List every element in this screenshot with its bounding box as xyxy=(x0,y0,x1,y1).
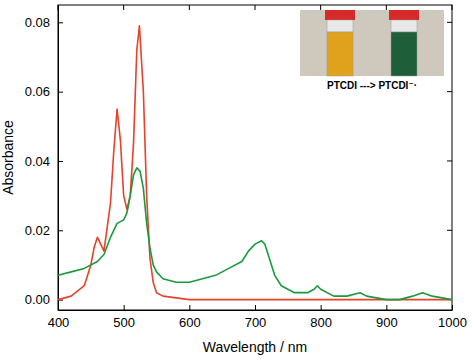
vial-solution xyxy=(391,32,417,76)
spectrum-line xyxy=(58,168,452,300)
x-axis: 400 500 600 700 800 900 1000 xyxy=(48,305,467,330)
x-tick-label: 600 xyxy=(179,315,201,330)
vial-cap xyxy=(325,10,355,20)
y-tick-mark xyxy=(58,230,63,231)
x-tick-mark xyxy=(321,305,322,310)
y-tick: 0.00 xyxy=(25,292,63,307)
x-tick-label: 500 xyxy=(113,315,135,330)
x-tick: 700 xyxy=(245,305,267,330)
x-tick-label: 700 xyxy=(245,315,267,330)
x-tick: 900 xyxy=(376,305,398,330)
y-tick-label: 0.08 xyxy=(25,15,50,30)
y-tick-mark xyxy=(58,161,63,162)
x-tick-mark xyxy=(452,305,453,310)
y-tick-mark xyxy=(58,92,63,93)
x-tick-mark xyxy=(189,305,190,310)
y-tick-label: 0.04 xyxy=(25,154,50,169)
x-tick: 500 xyxy=(113,305,135,330)
inset-background xyxy=(300,10,444,76)
y-tick-label: 0.06 xyxy=(25,84,50,99)
y-tick-label: 0.00 xyxy=(25,292,50,307)
x-tick-mark-top xyxy=(452,5,453,10)
plot: 40050060070080090010000.000.020.040.060.… xyxy=(25,5,467,330)
x-tick-label: 400 xyxy=(48,315,70,330)
y-tick-mark-right xyxy=(447,22,452,23)
y-tick-mark-right xyxy=(447,91,452,92)
series-group xyxy=(58,26,452,300)
vial-glass xyxy=(327,20,353,32)
x-tick-label: 900 xyxy=(376,315,398,330)
y-tick: 0.06 xyxy=(25,84,63,99)
plot-frame xyxy=(58,5,452,310)
x-axis-title: Wavelength / nm xyxy=(203,339,308,355)
y-axis-title: Absorbance xyxy=(0,120,16,195)
x-tick-label: 1000 xyxy=(438,315,467,330)
x-tick-mark-top xyxy=(255,5,256,10)
x-tick-mark-top xyxy=(58,5,59,10)
y-tick-mark-right xyxy=(447,160,452,161)
y-tick: 0.02 xyxy=(25,223,63,238)
vial-glass xyxy=(391,20,417,32)
y-axis: 0.00 0.02 0.04 0.06 0.08 xyxy=(25,6,63,311)
chart: 40050060070080090010000.000.020.040.060.… xyxy=(0,0,472,360)
x-tick-mark-top xyxy=(386,5,387,10)
spectrum-line xyxy=(58,26,452,300)
inset xyxy=(300,10,444,76)
y-tick-mark-right xyxy=(447,230,452,231)
y-tick-label: 0.02 xyxy=(25,223,50,238)
x-tick-label: 800 xyxy=(310,315,332,330)
y-tick-mark xyxy=(58,22,63,23)
x-tick-mark xyxy=(124,305,125,310)
y-tick: 0.04 xyxy=(25,154,63,169)
x-tick-mark-top xyxy=(189,5,190,10)
x-axis-line xyxy=(59,310,453,311)
x-tick-mark xyxy=(386,305,387,310)
x-tick-mark-top xyxy=(123,5,124,10)
vial-cap xyxy=(389,10,419,20)
x-tick: 800 xyxy=(310,305,332,330)
x-tick-mark-top xyxy=(320,5,321,10)
x-tick: 600 xyxy=(179,305,201,330)
x-tick-mark xyxy=(255,305,256,310)
y-tick: 0.08 xyxy=(25,15,63,30)
vial-solution xyxy=(327,32,353,76)
inset-caption: PTCDI ---> PTCDI⁻· xyxy=(327,80,417,91)
x-tick: 1000 xyxy=(438,305,467,330)
y-axis-line xyxy=(58,6,59,311)
